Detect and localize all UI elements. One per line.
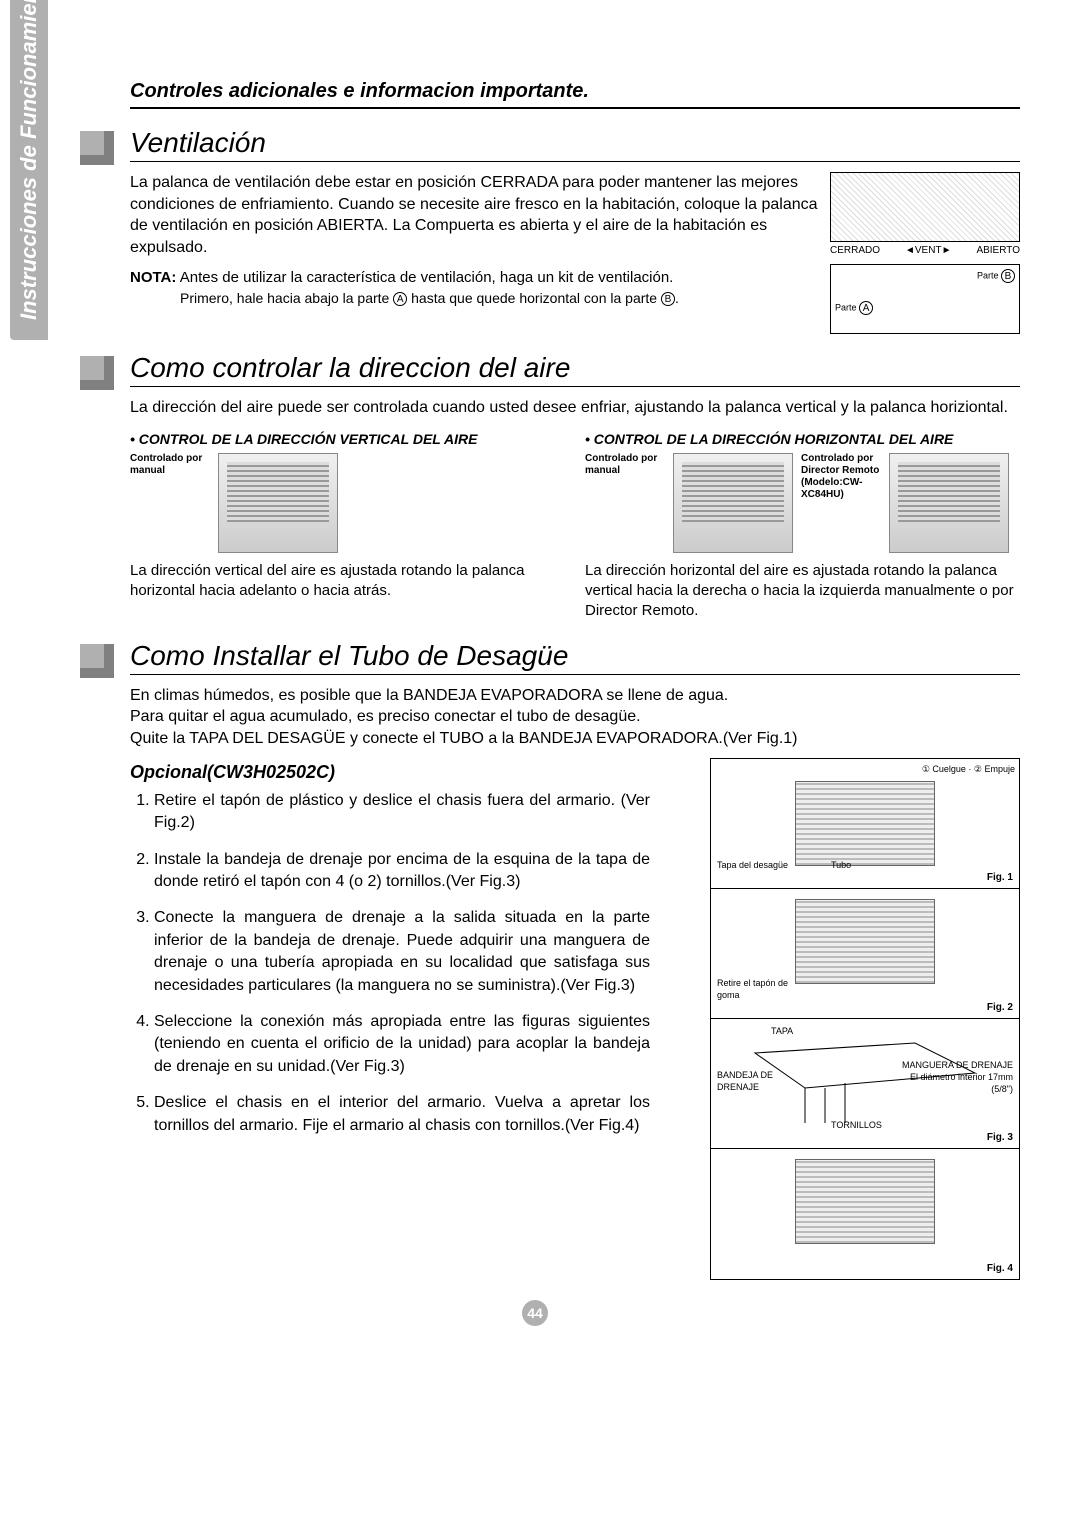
fig3-diagram-icon — [715, 1033, 1015, 1143]
label-parteB: Parte — [977, 270, 999, 280]
fig3-num: Fig. 3 — [987, 1131, 1013, 1145]
label-vent: VENT — [915, 245, 942, 256]
fig2-retire: Retire el tapón de goma — [717, 977, 797, 1001]
ac-unit-icon — [218, 453, 338, 553]
section-bullet-icon — [80, 644, 114, 678]
vertical-caption: Controlado por manual — [130, 453, 210, 477]
ac-unit-icon — [889, 453, 1009, 553]
ventilacion-title: Ventilación — [130, 127, 1020, 162]
section-ventilacion: Ventilación CERRADO ◄VENT► ABIERTO Parte… — [130, 127, 1020, 334]
section-direccion: Como controlar la direccion del aire La … — [130, 352, 1020, 622]
horizontal-caption1: Controlado por manual — [585, 453, 665, 477]
step-4: Seleccione la conexión más apropiada ent… — [154, 1011, 650, 1078]
label-cerrado: CERRADO — [830, 244, 880, 258]
vertical-text: La dirección vertical del aire es ajusta… — [130, 561, 565, 602]
step-1: Retire el tapón de plástico y deslice el… — [154, 790, 650, 835]
fig1-top-label: ① Cuelgue · ② Empuje — [715, 763, 1015, 775]
step-2: Instale la bandeja de drenaje por encima… — [154, 849, 650, 894]
page-number: 44 — [522, 1300, 548, 1326]
desague-intro2: Para quitar el agua acumulado, es precis… — [130, 706, 1020, 728]
desague-intro3: Quite la TAPA DEL DESAGÜE y conecte el T… — [130, 728, 1020, 750]
horizontal-caption2: Controlado por Director Remoto (Modelo:C… — [801, 453, 881, 501]
steps-list: Retire el tapón de plástico y deslice el… — [130, 790, 650, 1137]
vertical-head: • CONTROL DE LA DIRECCIÓN VERTICAL DEL A… — [130, 430, 565, 449]
horizontal-text: La dirección horizontal del aire es ajus… — [585, 561, 1020, 622]
horizontal-head: • CONTROL DE LA DIRECCIÓN HORIZONTAL DEL… — [585, 430, 1020, 449]
desague-figures: ① Cuelgue · ② Empuje Tapa del desagüe Tu… — [710, 758, 1020, 1280]
step-3: Conecte la manguera de drenaje a la sali… — [154, 907, 650, 997]
section-bullet-icon — [80, 356, 114, 390]
ac-unit-icon — [673, 453, 793, 553]
desague-intro1: En climas húmedos, es posible que la BAN… — [130, 685, 1020, 707]
label-parteA: Parte — [835, 302, 857, 312]
side-tab: Instrucciones de Funcionamiento — [10, 0, 48, 340]
fig1-num: Fig. 1 — [987, 871, 1013, 885]
section-bullet-icon — [80, 131, 114, 165]
step-5: Deslice el chasis en el interior del arm… — [154, 1092, 650, 1137]
direccion-title: Como controlar la direccion del aire — [130, 352, 1020, 387]
desague-title: Como Installar el Tubo de Desagüe — [130, 640, 1020, 675]
section-desague: Como Installar el Tubo de Desagüe En cli… — [130, 640, 1020, 1280]
ventilacion-figure: CERRADO ◄VENT► ABIERTO Parte B Parte A — [830, 172, 1020, 334]
page-header: Controles adicionales e informacion impo… — [130, 80, 1020, 109]
label-abierto: ABIERTO — [976, 244, 1020, 258]
fig2-num: Fig. 2 — [987, 1001, 1013, 1015]
col-vertical: • CONTROL DE LA DIRECCIÓN VERTICAL DEL A… — [130, 430, 565, 622]
fig1-tubo: Tubo — [831, 859, 851, 871]
fig4-num: Fig. 4 — [987, 1262, 1013, 1276]
direccion-intro: La dirección del aire puede ser controla… — [130, 397, 1020, 419]
col-horizontal: • CONTROL DE LA DIRECCIÓN HORIZONTAL DEL… — [585, 430, 1020, 622]
fig1-tapa: Tapa del desagüe — [717, 859, 788, 871]
